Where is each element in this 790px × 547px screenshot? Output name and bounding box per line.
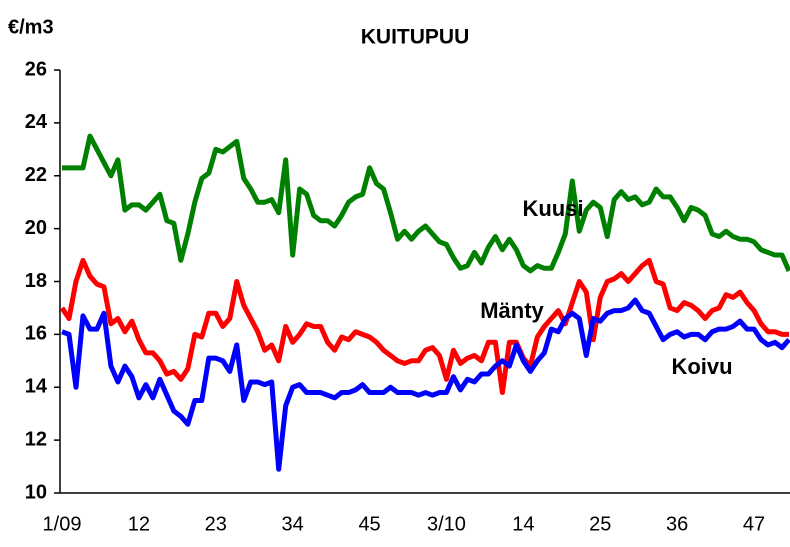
y-tick-label: 14 xyxy=(25,376,48,398)
y-axis-label: €/m3 xyxy=(8,16,54,38)
y-tick-label: 10 xyxy=(25,481,47,503)
x-tick-label: 23 xyxy=(205,513,227,535)
y-tick-label: 26 xyxy=(25,58,47,80)
series-annotation: Mänty xyxy=(480,298,544,323)
x-tick-label: 1/09 xyxy=(43,513,82,535)
x-tick-label: 14 xyxy=(512,513,534,535)
series-annotation: Koivu xyxy=(671,354,732,379)
series-line xyxy=(59,257,789,396)
x-tick-label: 34 xyxy=(282,513,304,535)
series-line xyxy=(62,133,790,274)
x-tick-label: 12 xyxy=(128,513,150,535)
y-tick-label: 16 xyxy=(25,323,47,345)
x-tick-label: 25 xyxy=(589,513,611,535)
y-tick-label: 18 xyxy=(25,270,47,292)
series-line xyxy=(61,297,790,472)
y-tick-label: 20 xyxy=(25,217,47,239)
x-tick-label: 45 xyxy=(358,513,380,535)
x-tick-label: 3/10 xyxy=(427,513,466,535)
series-annotation: Kuusi xyxy=(522,196,583,221)
x-tick-label: 47 xyxy=(743,513,765,535)
y-tick-label: 22 xyxy=(25,164,47,186)
chart-title: KUITUPUU xyxy=(361,26,470,49)
x-tick-label: 36 xyxy=(666,513,688,535)
y-tick-label: 24 xyxy=(25,111,48,133)
y-tick-label: 12 xyxy=(25,428,47,450)
